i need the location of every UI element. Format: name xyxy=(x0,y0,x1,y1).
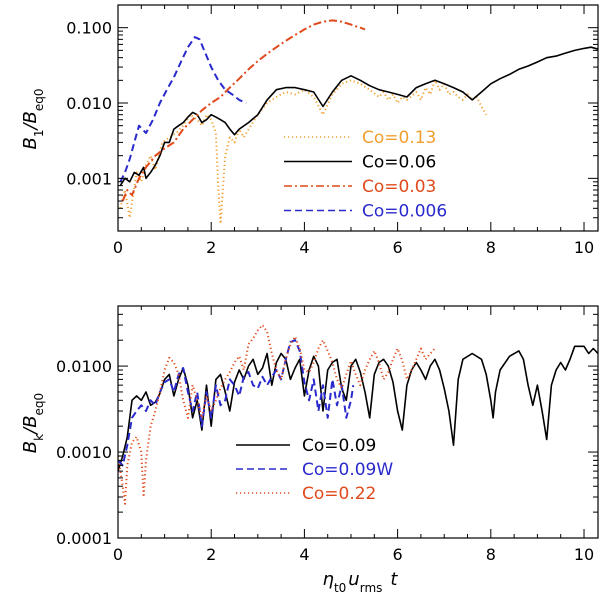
panel-top: 0 2 4 6 8 100.0010.0100.100Co=0.13Co=0.06Co=0… xyxy=(66,4,599,257)
top-ytick-label: 0.010 xyxy=(66,94,112,113)
top-series-co-0-03 xyxy=(121,19,366,202)
top-legend-label: Co=0.03 xyxy=(362,177,436,197)
top-ytick-label: 0.100 xyxy=(66,19,112,38)
bottom-series-co-0-09 xyxy=(118,345,598,472)
bottom-xtick-label: 2 xyxy=(206,545,216,564)
top-ytick-label: 0.001 xyxy=(66,169,112,188)
bottom-xlabel: ηt0 urms t xyxy=(323,569,399,593)
top-xtick-label: 6 xyxy=(393,238,403,257)
bottom-legend-label: Co=0.22 xyxy=(302,484,376,504)
top-legend-label: Co=0.006 xyxy=(362,202,447,222)
top-ylabel: B1/Beq0 xyxy=(20,88,46,149)
bottom-legend-label: Co=0.09 xyxy=(302,436,376,456)
top-plot-frame xyxy=(117,4,599,232)
top-xtick-label: 0 xyxy=(113,238,123,257)
bottom-xtick-label: 8 xyxy=(486,545,496,564)
top-series-co-0-06 xyxy=(119,46,598,187)
panel-bottom: 0 2 4 6 8 10 0.0001 0.0010 0.0100 Co=0.09 Co=0.09W… xyxy=(56,305,599,564)
top-legend-label: Co=0.13 xyxy=(362,128,436,148)
top-xtick-label: 10 xyxy=(574,238,594,257)
top-series-co-0-006 xyxy=(119,36,247,183)
top-legend-label: Co=0.06 xyxy=(362,153,436,173)
top-xtick-label: 4 xyxy=(299,238,309,257)
bottom-ytick-label: 0.0001 xyxy=(56,529,112,548)
bottom-ylabel: Bk/Beq0 xyxy=(20,393,46,453)
bottom-xtick-label: 10 xyxy=(574,545,594,564)
bottom-legend-label: Co=0.09W xyxy=(302,460,393,480)
bottom-xtick-label: 0 xyxy=(113,545,123,564)
bottom-ytick-label: 0.0010 xyxy=(56,443,112,462)
top-legend: Co=0.13 Co=0.06 Co=0.03 Co=0.006 xyxy=(284,128,447,222)
top-xtick-label: 2 xyxy=(206,238,216,257)
bottom-plot-frame xyxy=(117,305,599,539)
bottom-ytick-label: 0.0100 xyxy=(56,357,112,376)
top-xtick-label: 8 xyxy=(486,238,496,257)
bottom-xtick-label: 6 xyxy=(393,545,403,564)
bottom-legend: Co=0.09 Co=0.09W Co=0.22 xyxy=(236,436,393,504)
bottom-series-co-0-09w xyxy=(118,339,355,467)
bottom-xtick-label: 4 xyxy=(299,545,309,564)
bottom-series-co-0-22 xyxy=(118,324,436,505)
top-series-co-0-13 xyxy=(119,79,488,225)
